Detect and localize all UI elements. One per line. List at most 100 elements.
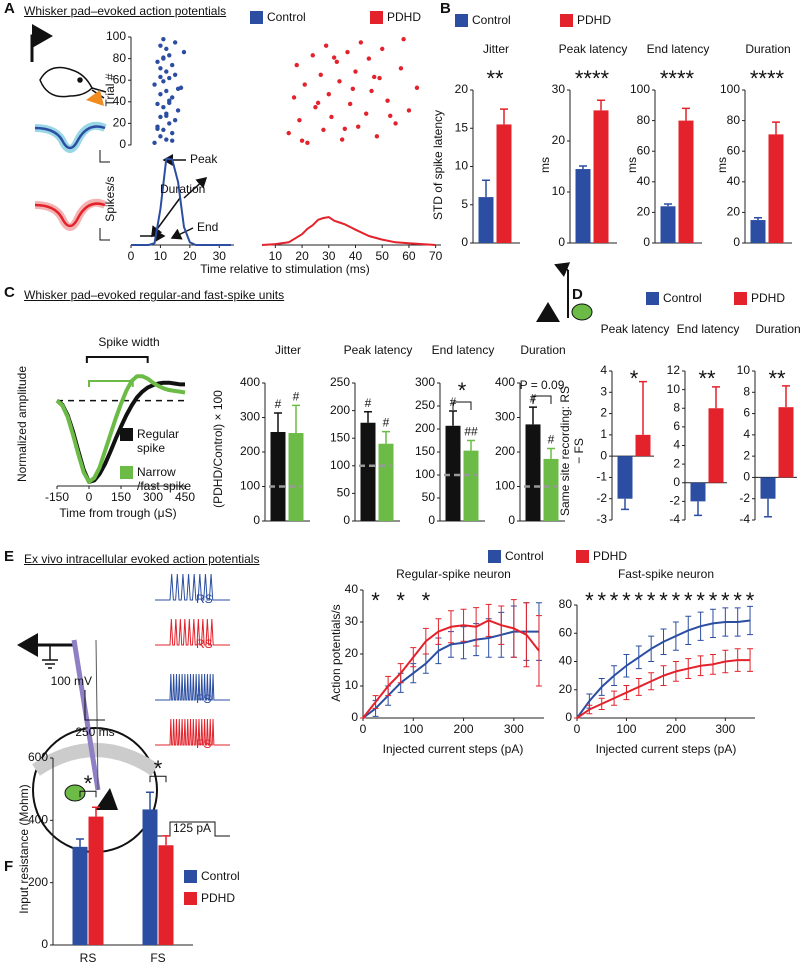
spike-dot <box>158 66 163 71</box>
y-tick-label: -2 <box>739 491 750 505</box>
significance: ** <box>486 66 504 91</box>
spike-dot <box>291 95 297 100</box>
x-tick-label: 60 <box>402 249 416 263</box>
spike-dot <box>286 130 291 136</box>
x-tick-label: 300 <box>715 722 735 736</box>
scale-label: 100 mV <box>51 674 92 688</box>
legend-label: Regular spike <box>137 427 180 455</box>
error-bar <box>547 447 555 459</box>
significance: * <box>659 588 668 613</box>
spike-dot <box>369 88 374 94</box>
bar <box>142 809 158 945</box>
y-tick-label: 400 <box>495 375 515 389</box>
x-tick-label: 300 <box>504 722 524 736</box>
error-bar <box>782 385 790 408</box>
panel-letter: A <box>4 0 15 17</box>
y-tick-label: 10 <box>455 159 469 173</box>
spike-dot <box>161 127 166 133</box>
legend-label: Control <box>663 291 702 305</box>
electrode-schematic <box>17 633 159 853</box>
chart-title: Peak latency <box>600 322 670 336</box>
spike-dot <box>155 59 160 65</box>
error-bar <box>672 621 679 651</box>
y-tick-label: 400 <box>28 813 48 827</box>
error-bar <box>712 386 720 409</box>
error-bar <box>579 165 587 170</box>
legend-swatch <box>184 892 197 905</box>
chart-title: Regular-spike neuron <box>396 567 511 581</box>
y-tick-label: 10 <box>737 363 751 377</box>
trace <box>155 673 230 701</box>
significance: * <box>709 588 718 613</box>
bar <box>525 424 541 521</box>
trace-label: FS <box>196 737 211 751</box>
y-tick-label: 0 <box>508 513 515 527</box>
bar <box>750 220 766 243</box>
significance: * <box>371 588 380 613</box>
x-tick-label: 70 <box>429 249 443 263</box>
x-tick-label: 100 <box>616 722 636 736</box>
panel-letter: B <box>440 0 451 17</box>
error-bar <box>523 602 530 668</box>
error-bar <box>660 665 667 687</box>
y-tick-label: 60 <box>637 143 651 157</box>
significance: * <box>422 588 431 613</box>
error-bar <box>397 663 404 684</box>
spike-dot <box>175 86 181 92</box>
legend-label: Control <box>472 13 511 27</box>
y-tick-label: 400 <box>240 375 260 389</box>
y-tick-label: 100 <box>630 82 650 96</box>
y-tick-label: 20 <box>559 682 573 696</box>
y-tick-label: 8 <box>673 400 680 414</box>
y-tick-label: 0 <box>600 448 607 462</box>
bar <box>270 431 286 521</box>
bar <box>768 134 784 243</box>
spike-dot <box>158 74 163 80</box>
error-bar <box>635 645 642 670</box>
y-tick-label: 100 <box>720 82 740 96</box>
panel-letter: D <box>572 286 583 303</box>
trace-label: FS <box>196 692 211 706</box>
y-tick-label: 5 <box>461 197 468 211</box>
error-bar <box>685 658 692 679</box>
y-tick-label: 60 <box>113 72 127 86</box>
y-tick-label: 20 <box>637 205 651 219</box>
spike-dot <box>355 124 361 129</box>
y-tick-label: 2 <box>743 448 750 462</box>
error-bar <box>385 675 392 697</box>
error-bar <box>648 635 655 662</box>
y-axis-label: Trial # <box>103 73 117 107</box>
error-bar <box>697 655 704 677</box>
bar <box>690 482 706 502</box>
y-tick-label: 60 <box>727 143 741 157</box>
chart-title: Duration <box>520 343 566 357</box>
y-tick-label: 250 <box>415 398 435 412</box>
spike-dot <box>172 40 178 45</box>
error-bar <box>623 653 630 678</box>
bar <box>158 845 174 945</box>
x-tick-label: 100 <box>403 722 423 736</box>
error-bar <box>460 608 467 642</box>
x-tick-label: 0 <box>360 722 367 736</box>
y-tick-label: 100 <box>415 467 435 481</box>
bar <box>593 110 609 244</box>
bar <box>360 422 376 521</box>
y-tick-label: 200 <box>495 444 515 458</box>
spike-dot <box>155 101 160 107</box>
y-tick-label: 150 <box>330 430 350 444</box>
legend-swatch <box>646 292 659 305</box>
spike-dot <box>363 111 369 116</box>
y-tick-label: 20 <box>455 82 469 96</box>
spike-dot <box>406 108 412 113</box>
x-tick-label: 40 <box>349 249 363 263</box>
spike-dot <box>164 88 169 94</box>
spike-dot <box>380 46 385 52</box>
y-tick-label: 80 <box>727 113 741 127</box>
y-tick-label: 200 <box>415 421 435 435</box>
data-line <box>261 216 436 246</box>
spike-dot <box>334 59 340 65</box>
error-bar <box>623 685 630 701</box>
y-axis-label: Action potentials/s <box>329 604 343 702</box>
y-tick-label: 200 <box>240 444 260 458</box>
x-tick-label: 450 <box>175 490 195 504</box>
